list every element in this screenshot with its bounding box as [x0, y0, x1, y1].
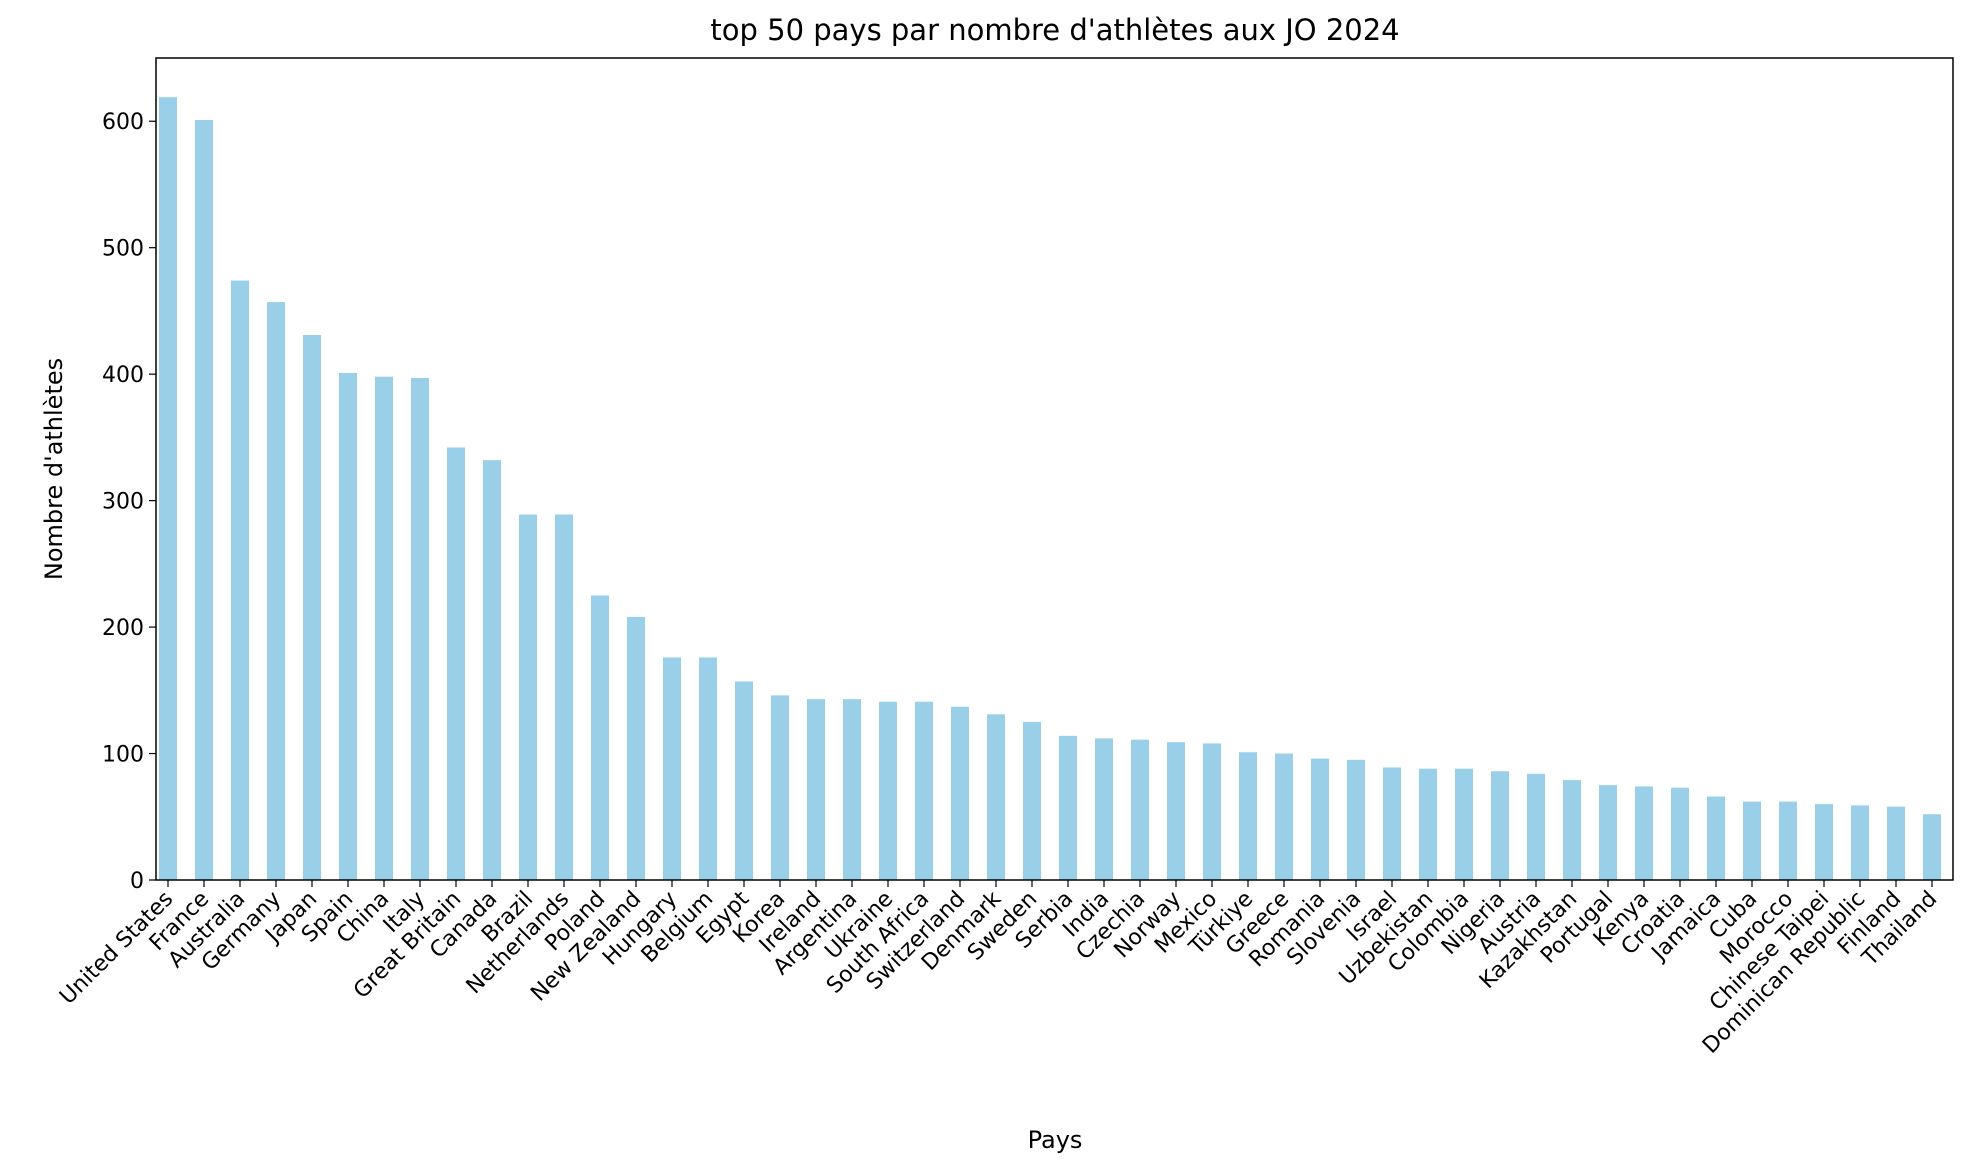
y-tick-label: 400: [102, 363, 144, 388]
bar-belgium: [699, 657, 717, 880]
y-axis: 0 100 200 300 400 500 600: [102, 110, 156, 894]
y-tick-label: 100: [102, 743, 144, 768]
plot-frame: [155, 57, 1954, 881]
bar-denmark: [987, 714, 1005, 880]
bar-great-britain: [447, 447, 465, 880]
bar-netherlands: [555, 514, 573, 880]
bar-greece: [1275, 753, 1293, 880]
bar-czechia: [1131, 739, 1149, 880]
x-axis: United StatesFranceAustraliaGermanyJapan…: [55, 880, 1942, 1059]
bar-new-zealand: [627, 616, 645, 880]
bar-kenya: [1635, 786, 1653, 880]
y-tick-label: 0: [130, 869, 144, 894]
bar-colombia: [1455, 768, 1473, 880]
bar-korea: [771, 695, 789, 880]
bar-ireland: [807, 699, 825, 880]
bar-morocco: [1779, 801, 1797, 880]
bar-uzbekistan: [1419, 768, 1437, 880]
bar-sweden: [1023, 721, 1041, 880]
bar-united-states: [159, 97, 177, 881]
bar-ukraine: [879, 701, 897, 880]
bar-hungary: [663, 657, 681, 880]
bar-australia: [231, 280, 249, 881]
bar-egypt: [735, 681, 753, 880]
y-tick-label: 200: [102, 616, 144, 641]
bar-thailand: [1923, 814, 1941, 880]
bar-mexico: [1203, 743, 1221, 880]
bar-nigeria: [1491, 771, 1509, 880]
chart-title: top 50 pays par nombre d'athlètes aux JO…: [710, 13, 1399, 47]
y-tick-label: 300: [102, 490, 144, 515]
bar-croatia: [1671, 787, 1689, 880]
bar-kazakhstan: [1563, 780, 1581, 880]
bar-cuba: [1743, 801, 1761, 880]
bar-spain: [339, 372, 357, 880]
bar-france: [195, 119, 213, 880]
bar-serbia: [1059, 735, 1077, 880]
bar-dominican-republic: [1851, 805, 1869, 880]
bar-austria: [1527, 773, 1545, 880]
bar-germany: [267, 302, 285, 880]
bar-india: [1095, 738, 1113, 880]
bar-japan: [303, 334, 321, 880]
bar-finland: [1887, 806, 1905, 880]
y-tick-label: 600: [102, 110, 144, 135]
bar-chinese-taipei: [1815, 804, 1833, 880]
bars-group: [159, 97, 1941, 881]
bar-israel: [1383, 767, 1401, 880]
bar-poland: [591, 595, 609, 880]
bar-slovenia: [1347, 759, 1365, 880]
bar-canada: [483, 460, 501, 880]
y-tick-label: 500: [102, 237, 144, 262]
bar-south-africa: [915, 701, 933, 880]
bar-portugal: [1599, 785, 1617, 880]
bar-italy: [411, 377, 429, 880]
bar-argentina: [843, 699, 861, 880]
bar-china: [375, 376, 393, 880]
bar-switzerland: [951, 706, 969, 880]
bar-norway: [1167, 742, 1185, 880]
y-axis-title: Nombre d'athlètes: [40, 358, 68, 580]
bar-t-rkiye: [1239, 752, 1257, 880]
x-axis-title: Pays: [1028, 1126, 1083, 1154]
bar-brazil: [519, 514, 537, 880]
bar-romania: [1311, 758, 1329, 880]
bar-jamaica: [1707, 796, 1725, 880]
